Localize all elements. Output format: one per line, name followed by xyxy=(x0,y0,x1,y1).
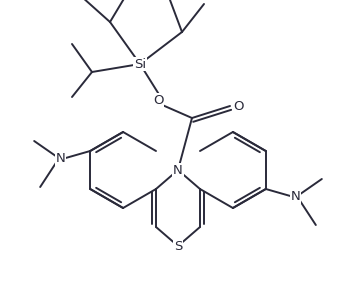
Text: O: O xyxy=(153,94,163,106)
Text: N: N xyxy=(173,164,183,177)
Text: Si: Si xyxy=(134,58,146,71)
Text: O: O xyxy=(233,99,243,112)
Text: S: S xyxy=(174,239,182,252)
Text: N: N xyxy=(291,191,301,204)
Text: N: N xyxy=(55,152,65,165)
